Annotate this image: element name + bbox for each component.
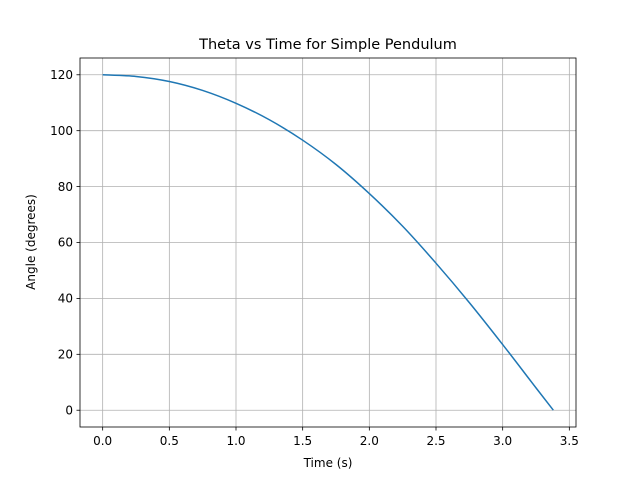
x-tick-label-6: 3.0: [493, 434, 512, 448]
x-axis-label: Time (s): [303, 456, 353, 470]
series-layer: [102, 74, 554, 411]
x-tick-label-3: 1.5: [293, 434, 312, 448]
x-tick-label-1: 0.5: [160, 434, 179, 448]
x-tick-label-5: 2.5: [426, 434, 445, 448]
y-axis-label: Angle (degrees): [24, 194, 38, 290]
y-tick-label-1: 20: [58, 348, 73, 362]
y-tick-label-2: 40: [58, 292, 73, 306]
x-tick-label-4: 2.0: [360, 434, 379, 448]
chart-title: Theta vs Time for Simple Pendulum: [198, 37, 457, 53]
x-tick-label-0: 0.0: [93, 434, 112, 448]
y-tick-label-6: 120: [50, 68, 73, 82]
grid-lines: [80, 58, 576, 427]
y-tick-label-4: 80: [58, 180, 73, 194]
series-line-0: [102, 74, 554, 411]
y-tick-label-3: 60: [58, 236, 73, 250]
axis-ticks: 0.0 0.5 1.0 1.5 2.0 2.5 3.0 3.5 0 20 40 60 80 100 120: [50, 68, 579, 448]
x-tick-label-7: 3.5: [560, 434, 579, 448]
y-tick-label-0: 0: [65, 403, 73, 417]
y-tick-label-5: 100: [50, 124, 73, 138]
x-tick-label-2: 1.0: [226, 434, 245, 448]
